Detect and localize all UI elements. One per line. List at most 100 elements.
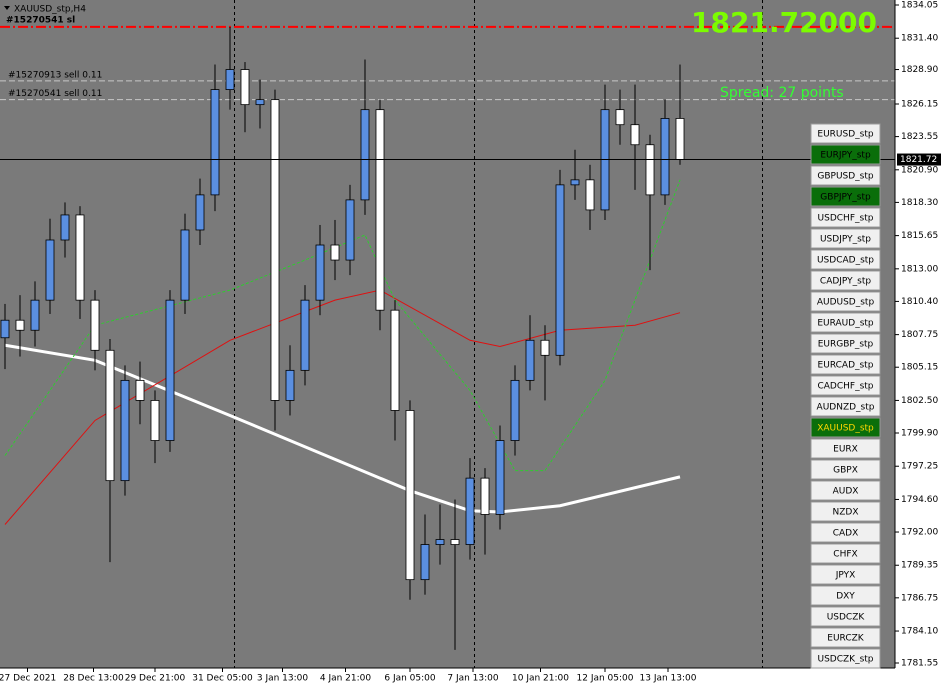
- symbol-button[interactable]: AUDUSD_stp: [810, 291, 881, 312]
- plot-bg: [0, 0, 895, 668]
- sl-label: #15270541 sl: [6, 16, 75, 26]
- symbol-button[interactable]: USDCAD_stp: [810, 249, 881, 270]
- y-tick-label: 1828.90: [901, 65, 938, 75]
- button-label: USDCZK_stp: [817, 655, 873, 665]
- button-face: [810, 585, 881, 606]
- symbol-button[interactable]: CADJPY_stp: [810, 270, 881, 291]
- button-face: [810, 417, 881, 438]
- symbol-button[interactable]: GBPX: [810, 459, 881, 480]
- symbol-button[interactable]: XAUUSD_stp: [810, 417, 881, 438]
- candle-body: [45, 239, 55, 301]
- order-label: #15270541 sell 0.11: [8, 89, 102, 99]
- y-tick-label: 1784.10: [901, 627, 938, 637]
- candle-body: [390, 309, 400, 411]
- candle-body: [255, 99, 265, 106]
- button-label: CADX: [833, 529, 859, 539]
- button-face: [810, 144, 881, 165]
- button-label: EURCZK: [827, 634, 865, 644]
- moving-average: [4, 343, 681, 514]
- y-tick-label: 1797.25: [901, 462, 938, 472]
- button-face: [810, 165, 881, 186]
- window-menu-icon[interactable]: [4, 6, 10, 10]
- y-tick-label: 1815.65: [901, 231, 938, 241]
- symbol-button[interactable]: GBPUSD_stp: [810, 165, 881, 186]
- symbol-button[interactable]: EURJPY_stp: [810, 144, 881, 165]
- button-label: EURX: [833, 445, 858, 455]
- symbol-button[interactable]: EURAUD_stp: [810, 312, 881, 333]
- window-title: XAUUSD_stp,H4: [14, 5, 86, 15]
- candle-body: [660, 118, 670, 196]
- symbol-button[interactable]: EURGBP_stp: [810, 333, 881, 354]
- candle-body: [585, 179, 595, 211]
- y-tick-label: 1834.05: [901, 1, 938, 11]
- button-label: USDCHF_stp: [818, 214, 874, 224]
- button-face: [810, 186, 881, 207]
- candle-body: [90, 299, 100, 351]
- x-tick-label: 6 Jan 05:00: [384, 674, 436, 684]
- button-label: AUDNZD_stp: [817, 403, 875, 413]
- symbol-button[interactable]: USDJPY_stp: [810, 228, 881, 249]
- button-label: NZDX: [833, 508, 859, 518]
- symbol-button[interactable]: AUDX: [810, 480, 881, 501]
- button-face: [810, 354, 881, 375]
- candle-body: [195, 194, 205, 231]
- x-tick-label: 27 Dec 2021: [0, 674, 56, 684]
- symbol-button[interactable]: CADCHF_stp: [810, 375, 881, 396]
- button-face: [810, 207, 881, 228]
- y-tick-label: 1820.90: [901, 165, 938, 175]
- y-tick-label: 1794.60: [901, 495, 938, 505]
- x-tick-label: 12 Jan 05:00: [577, 674, 634, 684]
- candle-body: [540, 339, 550, 356]
- symbol-button[interactable]: DXY: [810, 585, 881, 606]
- big-price: 1821.72000: [691, 6, 877, 39]
- candle-body: [450, 539, 460, 545]
- x-tick-label: 28 Dec 13:00: [63, 674, 124, 684]
- candle-body: [285, 369, 295, 401]
- candle-body: [525, 339, 535, 381]
- symbol-button[interactable]: JPYX: [810, 564, 881, 585]
- candle-body: [435, 539, 445, 545]
- symbol-button[interactable]: EURCZK: [810, 627, 881, 648]
- candle-body: [180, 229, 190, 301]
- x-tick-label: 7 Jan 13:00: [447, 674, 499, 684]
- symbol-button[interactable]: USDCZK_stp: [810, 648, 881, 669]
- y-tick-label: 1813.00: [901, 264, 938, 274]
- button-face: [810, 270, 881, 291]
- button-label: AUDUSD_stp: [817, 298, 875, 308]
- button-label: CADJPY_stp: [820, 277, 871, 287]
- symbol-button[interactable]: CHFX: [810, 543, 881, 564]
- price-tag-label: 1821.72: [900, 155, 937, 165]
- symbol-button[interactable]: EURCAD_stp: [810, 354, 881, 375]
- button-face: [810, 606, 881, 627]
- candle-body: [60, 214, 70, 241]
- button-label: DXY: [836, 592, 855, 602]
- candle-body: [465, 477, 475, 545]
- button-face: [810, 522, 881, 543]
- symbol-button[interactable]: USDCHF_stp: [810, 207, 881, 228]
- candle-body: [360, 109, 370, 201]
- candle-body: [225, 69, 235, 91]
- symbol-button[interactable]: USDCZK: [810, 606, 881, 627]
- symbol-button[interactable]: GBPJPY_stp: [810, 186, 881, 207]
- button-label: GBPX: [833, 466, 858, 476]
- button-face: [810, 543, 881, 564]
- candle-body: [420, 544, 430, 581]
- symbol-button[interactable]: CADX: [810, 522, 881, 543]
- button-face: [810, 480, 881, 501]
- button-face: [810, 312, 881, 333]
- symbol-button[interactable]: EURX: [810, 438, 881, 459]
- candle-body: [15, 319, 25, 331]
- button-face: [810, 249, 881, 270]
- button-face: [810, 627, 881, 648]
- symbol-button[interactable]: NZDX: [810, 501, 881, 522]
- button-face: [810, 396, 881, 417]
- y-tick-label: 1831.40: [901, 34, 938, 44]
- button-label: GBPJPY_stp: [820, 193, 871, 203]
- symbol-button[interactable]: EURUSD_stp: [810, 123, 881, 144]
- button-face: [810, 564, 881, 585]
- symbol-buttons: EURUSD_stp EURJPY_stp GBPUSD_stp GBPJPY_stp…: [810, 123, 881, 669]
- button-face: [810, 648, 881, 669]
- button-face: [810, 123, 881, 144]
- symbol-button[interactable]: AUDNZD_stp: [810, 396, 881, 417]
